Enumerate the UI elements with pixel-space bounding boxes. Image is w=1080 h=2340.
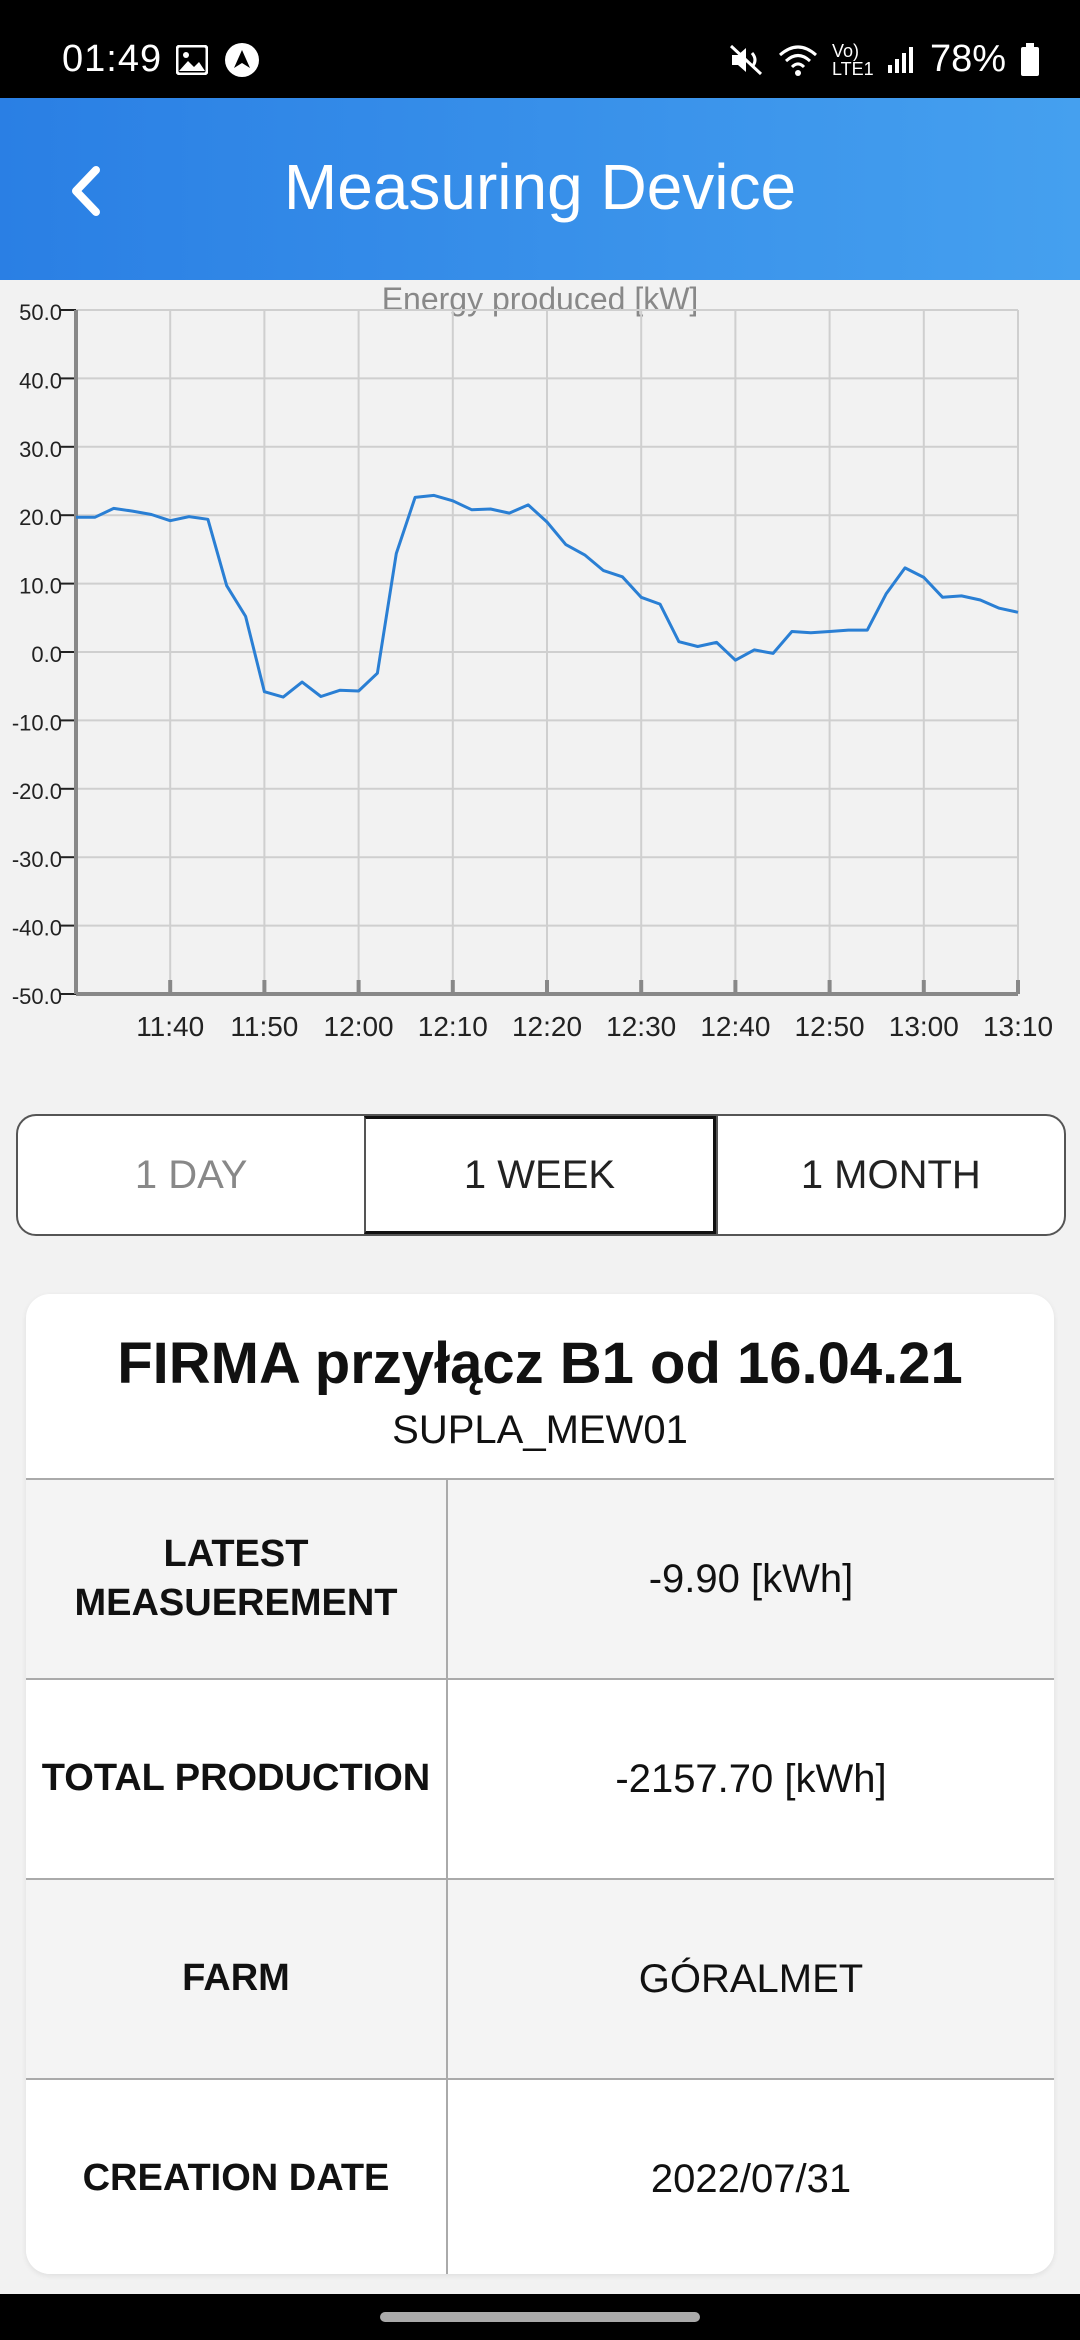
- range-selector: 1 DAY 1 WEEK 1 MONTH: [16, 1114, 1066, 1236]
- info-label: FARM: [26, 1880, 448, 2078]
- x-tick-label: 12:00: [324, 1011, 394, 1042]
- x-tick-label: 12:10: [418, 1011, 488, 1042]
- navigation-icon: [225, 43, 259, 77]
- app-header: Measuring Device: [0, 98, 1080, 280]
- x-tick-label: 12:50: [795, 1011, 865, 1042]
- status-time: 01:49: [62, 38, 163, 80]
- y-tick-label: -30.0: [12, 847, 62, 872]
- info-table: LATEST MEASUEREMENT -9.90 [kWh] TOTAL PR…: [26, 1478, 1054, 2274]
- info-value: 2022/07/31: [650, 2156, 852, 2201]
- back-button[interactable]: [58, 156, 118, 226]
- battery-icon: [1021, 42, 1039, 76]
- x-tick-label: 12:30: [606, 1011, 676, 1042]
- status-left-icons: [176, 42, 260, 78]
- info-value: GÓRALMET: [638, 1956, 864, 2001]
- device-code: SUPLA_MEW01: [392, 1408, 688, 1452]
- chart-title: Energy produced [kW]: [382, 281, 699, 317]
- info-row-creation-date: CREATION DATE 2022/07/31: [26, 2078, 1054, 2274]
- device-info-card: FIRMA przyłącz B1 od 16.04.21 SUPLA_MEW0…: [26, 1294, 1054, 2274]
- y-tick-label: -20.0: [12, 779, 62, 804]
- info-value: -2157.70 [kWh]: [615, 1756, 887, 1801]
- battery-percent: 78%: [929, 38, 1006, 80]
- x-tick-label: 11:40: [136, 1011, 204, 1042]
- y-tick-label: 50.0: [19, 300, 62, 325]
- page-title: Measuring Device: [283, 151, 797, 223]
- y-tick-label: -40.0: [12, 916, 62, 941]
- chevron-left-icon: [72, 166, 100, 216]
- image-icon: [176, 45, 208, 75]
- y-tick-label: 20.0: [19, 505, 62, 530]
- energy-chart: Energy produced [kW] 50.0 40.0 30.0 20.0 10.0…: [0, 280, 1080, 1060]
- home-indicator[interactable]: [380, 2312, 700, 2322]
- y-tick-label: 30.0: [19, 437, 62, 462]
- signal-icon: [887, 46, 913, 73]
- y-tick-label: 40.0: [19, 368, 62, 393]
- device-title: FIRMA przyłącz B1 od 16.04.21: [117, 1331, 963, 1396]
- info-row-farm: FARM GÓRALMET: [26, 1878, 1054, 2078]
- series-line-0: [76, 493, 1019, 699]
- wifi-icon: [778, 45, 817, 76]
- info-label: TOTAL PRODUCTION: [26, 1680, 448, 1878]
- info-label: LATEST MEASUEREMENT: [26, 1480, 448, 1678]
- x-tick-label: 12:40: [700, 1011, 770, 1042]
- network-label: Vo) LTE1: [831, 40, 874, 79]
- y-tick-label: -10.0: [12, 710, 62, 735]
- x-tick-label: 13:10: [983, 1011, 1053, 1042]
- y-tick-label: -50.0: [12, 984, 62, 1009]
- y-tick-label: 0.0: [31, 642, 62, 667]
- range-1-day-button[interactable]: 1 DAY: [134, 1152, 248, 1197]
- y-tick-label: 10.0: [19, 574, 62, 599]
- x-tick-label: 12:20: [512, 1011, 582, 1042]
- info-row-total-production: TOTAL PRODUCTION -2157.70 [kWh]: [26, 1678, 1054, 1878]
- range-1-month-button[interactable]: 1 MONTH: [715, 1116, 1064, 1234]
- range-1-week-button[interactable]: 1 WEEK: [364, 1116, 716, 1234]
- mute-icon: [729, 44, 762, 75]
- info-row-latest-measurement: LATEST MEASUEREMENT -9.90 [kWh]: [26, 1478, 1054, 1678]
- chart-svg: Energy produced [kW] 50.0 40.0 30.0 20.0 10.0…: [12, 281, 1053, 1042]
- status-right-group: Vo) LTE1 78%: [728, 38, 1040, 81]
- info-label: CREATION DATE: [26, 2080, 448, 2274]
- system-nav-bar: [0, 2294, 1080, 2340]
- info-value: -9.90 [kWh]: [648, 1556, 854, 1601]
- x-tick-label: 13:00: [889, 1011, 959, 1042]
- status-bar: 01:49 Vo) LTE1 78%: [0, 0, 1080, 98]
- x-tick-label: 11:50: [230, 1011, 298, 1042]
